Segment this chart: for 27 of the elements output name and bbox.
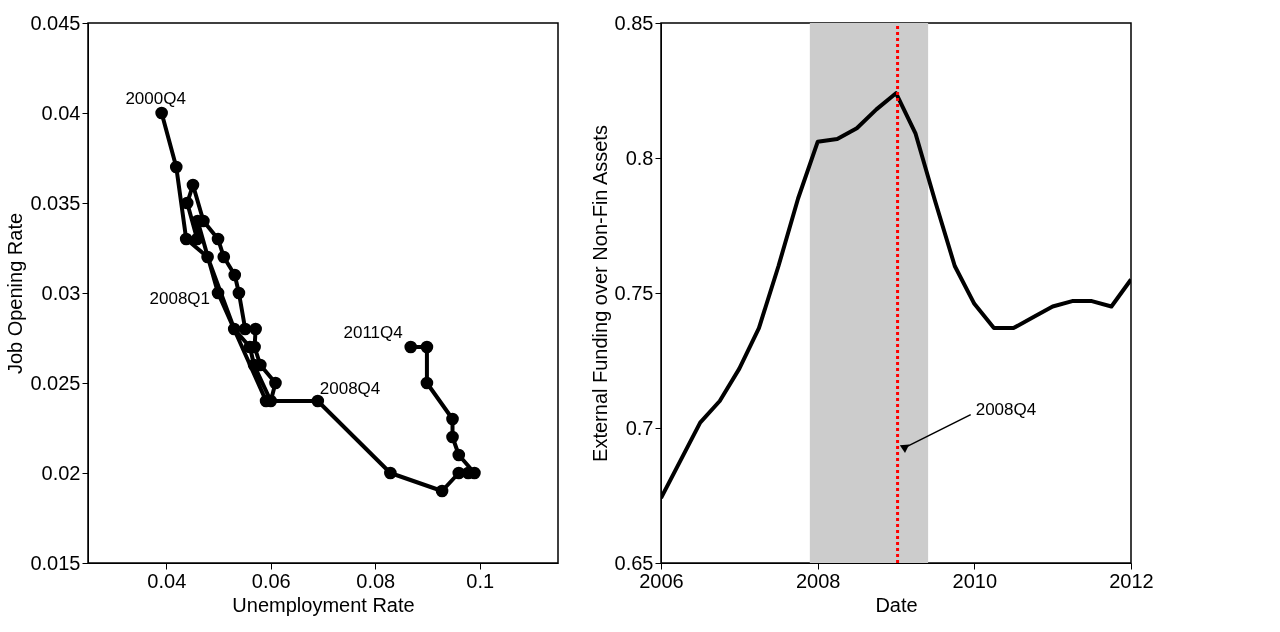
y-tick-label: 0.035 <box>30 191 81 214</box>
annotation: 2011Q4 <box>343 323 403 342</box>
x-tick-label: 0.04 <box>147 569 187 592</box>
y-tick-label: 0.8 <box>625 146 654 169</box>
x-tick-label: 0.06 <box>251 569 291 592</box>
y-tick-label: 0.75 <box>614 281 654 304</box>
y-tick-label: 0.02 <box>41 461 81 484</box>
y-tick-label: 0.045 <box>30 11 81 34</box>
x-tick-label: 2010 <box>952 569 998 592</box>
annotation: 2008Q4 <box>975 399 1037 419</box>
x-tick-label: 0.1 <box>466 569 495 592</box>
annotation: 2008Q1 <box>149 289 211 308</box>
y-axis-title: Job Opening Rate <box>4 212 27 375</box>
y-tick-label: 0.03 <box>41 281 81 304</box>
y-tick-label: 0.025 <box>30 371 81 394</box>
annotation: 2000Q4 <box>125 89 186 108</box>
x-axis-title: Date <box>875 593 918 616</box>
x-tick-label: 0.08 <box>356 569 396 592</box>
y-tick-label: 0.015 <box>30 551 81 574</box>
y-tick-label: 0.04 <box>41 101 81 124</box>
x-tick-label: 2008 <box>795 569 841 592</box>
y-tick-label: 0.85 <box>614 11 654 34</box>
y-tick-label: 0.7 <box>625 416 654 439</box>
x-axis-title: Unemployment Rate <box>232 593 415 616</box>
annotation: 2008Q4 <box>319 379 381 398</box>
x-tick-label: 2012 <box>1109 569 1154 592</box>
y-axis-title: External Funding over Non-Fin Assets <box>588 125 611 462</box>
